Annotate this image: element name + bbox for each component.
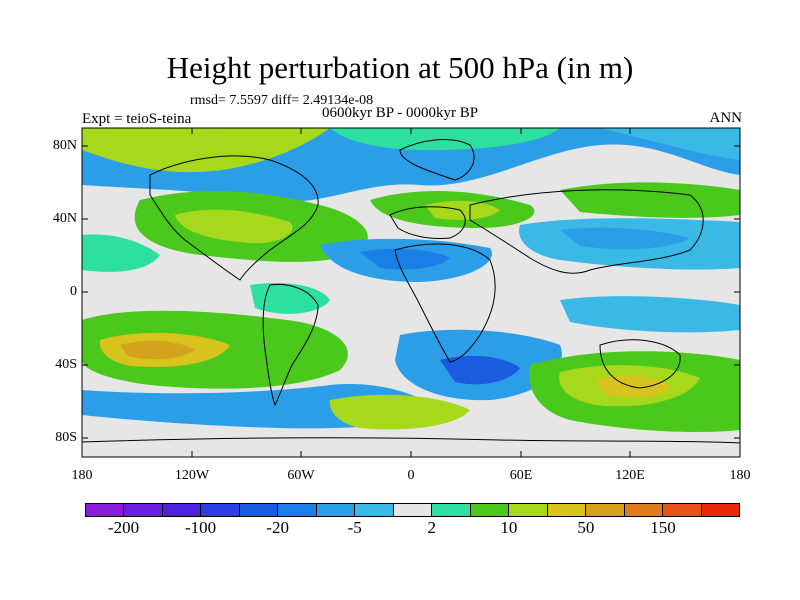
lon-label-120e: 120E <box>615 468 645 483</box>
colorbar-segment <box>316 504 356 516</box>
colorbar-label: 2 <box>427 518 437 537</box>
pacific-north-positive-region <box>560 182 740 218</box>
tropical-atlantic-region <box>250 282 330 314</box>
colorbar-label: -20 <box>266 518 289 537</box>
asia-outline <box>469 189 704 274</box>
lat-label-0: 0 <box>70 284 77 299</box>
colorbar-segment <box>278 504 317 516</box>
colorbar-segment <box>239 504 279 516</box>
colorbar-segment <box>355 504 394 516</box>
lon-label-180e: 180 <box>729 468 751 483</box>
colorbar-segment <box>201 504 240 516</box>
antarctic-region <box>82 428 740 457</box>
experiment-label: Expt = teioS-teina <box>82 111 192 127</box>
australia-outline <box>599 339 681 389</box>
lon-label-180w: 180 <box>71 468 93 483</box>
siberian-region <box>600 128 740 160</box>
colorbar-label: -5 <box>347 518 362 537</box>
colorbar-label: 50 <box>577 518 595 537</box>
colorbar-segment <box>701 504 739 516</box>
colorbar-label: 150 <box>650 518 676 537</box>
period-label: 0600kyr BP - 0000kyr BP <box>322 105 479 121</box>
colorbar-segment <box>663 504 702 516</box>
colorbar-label: -100 <box>184 518 217 537</box>
antarctica-outline <box>81 437 741 444</box>
colorbar <box>85 503 740 517</box>
greenland-region <box>330 128 560 150</box>
lat-label-80n: 80N <box>52 138 77 153</box>
colorbar-segment <box>393 504 433 516</box>
south-pacific-positive-peak <box>120 340 195 360</box>
indian-ocean-negative-core <box>440 355 520 385</box>
lon-label-60w: 60W <box>287 468 315 483</box>
eurasia-positive-core <box>425 200 500 220</box>
colorbar-segment <box>547 504 587 516</box>
greenland-outline <box>399 139 475 181</box>
lat-label-40n: 40N <box>52 211 77 226</box>
lat-label-40s: 40S <box>55 357 77 372</box>
colorbar-label: -200 <box>107 518 140 537</box>
north-america-positive-core <box>175 209 293 244</box>
lon-label-60e: 60E <box>509 468 533 483</box>
lat-label-80s: 80S <box>55 430 77 445</box>
tropical-pacific-region <box>560 296 740 333</box>
europe-outline <box>389 206 466 239</box>
arctic-positive-region <box>82 128 330 173</box>
map-title: Height perturbation at 500 hPa (in m) <box>166 50 634 85</box>
colorbar-segment <box>432 504 471 516</box>
colorbar-segment <box>470 504 510 516</box>
colorbar-label: 10 <box>500 518 518 537</box>
africa-outline <box>394 243 496 363</box>
east-pacific-band <box>82 234 160 272</box>
contour-field <box>82 128 740 457</box>
coastlines <box>81 139 741 444</box>
colorbar-segment <box>624 504 664 516</box>
colorbar-segment <box>124 504 163 516</box>
colorbar-segment <box>586 504 625 516</box>
season-label: ANN <box>709 110 743 126</box>
colorbar-segment <box>509 504 548 516</box>
south-atlantic-positive-region <box>329 394 470 430</box>
tick-marks <box>81 128 741 457</box>
north-america-outline <box>149 155 319 281</box>
north-africa-negative-core <box>360 248 450 270</box>
asia-pacific-negative-core <box>560 227 690 250</box>
colorbar-segment <box>162 504 202 516</box>
colorbar-segment <box>86 504 125 516</box>
lon-label-0: 0 <box>407 468 415 483</box>
lon-label-120w: 120W <box>174 468 210 483</box>
south-america-outline <box>262 283 319 407</box>
stats-text: rmsd= 7.5597 diff= 2.49134e-08 <box>190 93 374 108</box>
